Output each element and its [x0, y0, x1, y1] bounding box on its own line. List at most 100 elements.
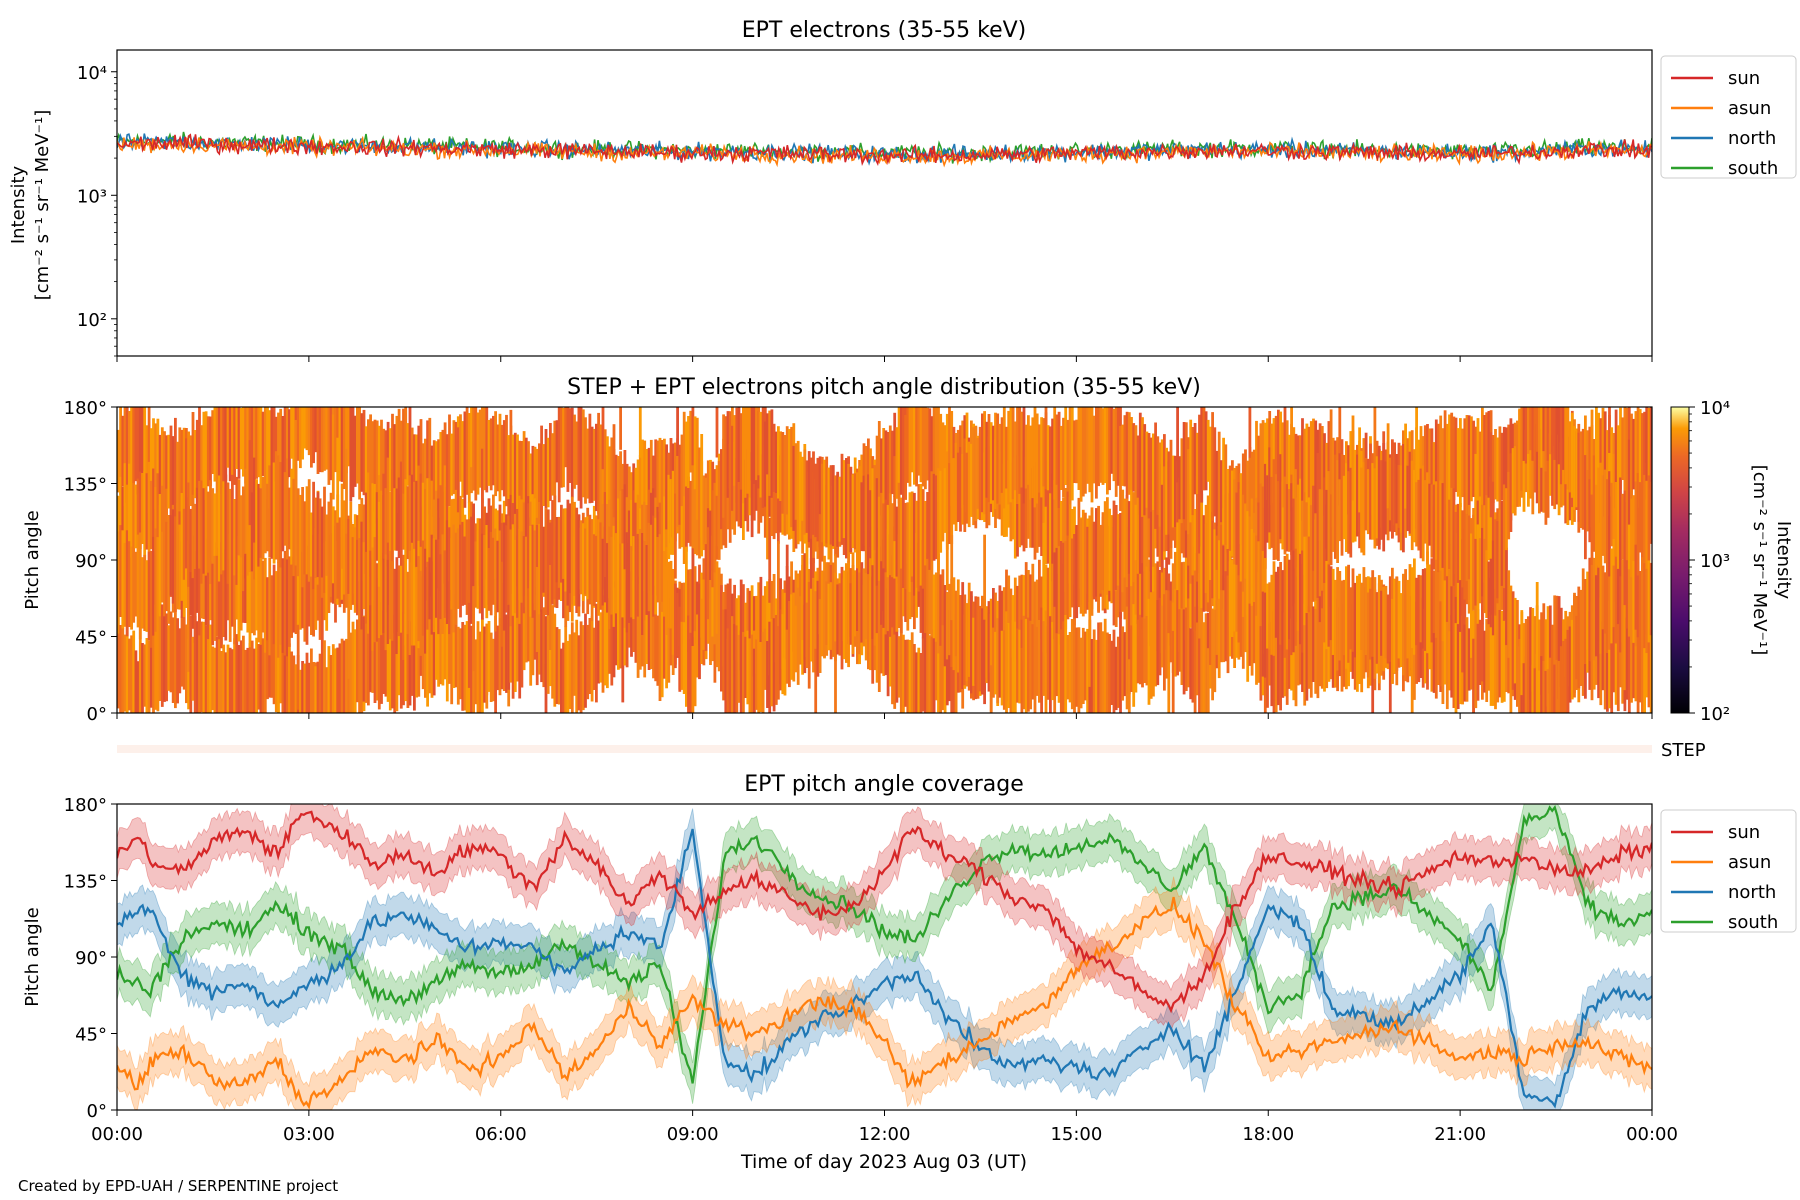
heatmap-cell: [1206, 648, 1210, 713]
heatmap-cell: [902, 634, 905, 713]
heatmap-cell: [1487, 561, 1491, 625]
heatmap-cell: [314, 497, 318, 578]
heatmap-cell: [1619, 477, 1622, 577]
heatmap-cell: [1301, 550, 1304, 653]
heatmap-cell: [1606, 430, 1609, 498]
heatmap-cell: [266, 407, 269, 499]
heatmap-cell: [524, 437, 528, 544]
heatmap-cell: [1305, 536, 1309, 613]
heatmap-cell: [665, 547, 668, 635]
heatmap-cell: [1279, 609, 1282, 711]
heatmap-cell: [1428, 428, 1432, 524]
heatmap-cell: [680, 621, 684, 690]
heatmap-cell: [386, 559, 390, 644]
heatmap-cell: [592, 627, 596, 690]
heatmap-cell: [1198, 553, 1201, 639]
heatmap-cell: [310, 648, 313, 713]
heatmap-cell: [391, 469, 394, 570]
heatmap-cell: [1338, 407, 1342, 454]
heatmap-cell: [294, 664, 298, 713]
heatmap-cell: [1274, 415, 1278, 514]
heatmap-cell: [377, 501, 381, 587]
heatmap-cell: [500, 561, 504, 647]
heatmap-cell: [1268, 582, 1272, 650]
series-line-south: [117, 805, 1652, 1084]
heatmap-cell: [976, 597, 980, 695]
heatmap-cell: [917, 484, 921, 592]
heatmap-cell: [649, 439, 653, 521]
heatmap-cell: [312, 481, 315, 590]
heatmap-cell: [597, 519, 600, 616]
heatmap-cell: [1095, 407, 1098, 499]
heatmap-cell: [1191, 551, 1195, 634]
heatmap-cell: [285, 407, 289, 479]
heatmap-cell: [1165, 590, 1168, 679]
heatmap-cell: [1345, 566, 1348, 669]
heatmap-cell: [645, 545, 649, 615]
heatmap-cell: [176, 503, 179, 610]
heatmap-cell: [943, 626, 947, 713]
heatmap-cell: [132, 553, 136, 623]
heatmap-cell: [1494, 429, 1497, 500]
heatmap-cell: [364, 426, 368, 497]
heatmap-cell: [1320, 606, 1324, 689]
heatmap-cell: [1149, 437, 1153, 512]
heatmap-cell: [1042, 522, 1046, 608]
heatmap-cell: [1448, 627, 1451, 691]
heatmap-cell: [1303, 603, 1307, 706]
heatmap-cell: [544, 664, 548, 713]
heatmap-cell: [877, 585, 881, 692]
heatmap-cell: [206, 637, 210, 713]
heatmap-cell: [689, 632, 693, 713]
heatmap-cell: [1415, 407, 1418, 483]
heatmap-cell: [1174, 588, 1177, 677]
heatmap-cell: [575, 507, 579, 613]
heatmap-cell: [886, 432, 890, 510]
heatmap-cell: [507, 515, 511, 623]
heatmap-cell: [1362, 462, 1366, 556]
heatmap-cell: [805, 460, 809, 533]
heatmap-cell: [417, 556, 421, 642]
heatmap-cell: [465, 621, 469, 713]
heatmap-cell: [1281, 422, 1285, 508]
heatmap-cell: [849, 583, 853, 645]
heatmap-cell: [588, 413, 592, 504]
heatmap-cell: [1625, 488, 1629, 561]
heatmap-cell: [226, 644, 230, 713]
heatmap-cell: [406, 423, 410, 486]
heatmap-cell: [191, 636, 195, 701]
heatmap-cell: [1042, 456, 1046, 561]
heatmap-cell: [816, 457, 820, 542]
heatmap-cell: [1623, 407, 1627, 504]
heatmap-cell: [1244, 449, 1247, 554]
heatmap-cell: [1643, 474, 1646, 564]
heatmap-cell: [766, 413, 769, 493]
heatmap-cell: [1193, 547, 1197, 632]
heatmap-cell: [1193, 423, 1197, 495]
heatmap-cell: [213, 493, 217, 561]
heatmap-cell: [1309, 505, 1313, 608]
heatmap-cell: [145, 425, 149, 492]
heatmap-cell: [1309, 421, 1313, 527]
heatmap-cell: [263, 475, 267, 554]
heatmap-cell: [913, 407, 916, 485]
heatmap-cell: [538, 523, 541, 615]
heatmap-cell: [200, 425, 204, 492]
heatmap-cell: [1590, 456, 1594, 565]
heatmap-cell: [619, 407, 622, 450]
heatmap-cell: [557, 516, 561, 588]
heatmap-cell: [564, 407, 568, 468]
heatmap-cell: [1084, 407, 1087, 494]
heatmap-cell: [301, 407, 304, 460]
heatmap-cell: [1410, 648, 1414, 713]
heatmap-cell: [1621, 493, 1625, 560]
heatmap-cell: [1445, 605, 1449, 710]
heatmap-cell: [910, 407, 914, 473]
heatmap-cell: [989, 422, 993, 504]
heatmap-cell: [737, 595, 741, 663]
heatmap-cell: [562, 642, 565, 713]
heatmap-cell: [367, 609, 370, 706]
heatmap-cell: [1029, 425, 1032, 500]
heatmap-cell: [823, 459, 826, 547]
heatmap-cell: [371, 547, 375, 651]
